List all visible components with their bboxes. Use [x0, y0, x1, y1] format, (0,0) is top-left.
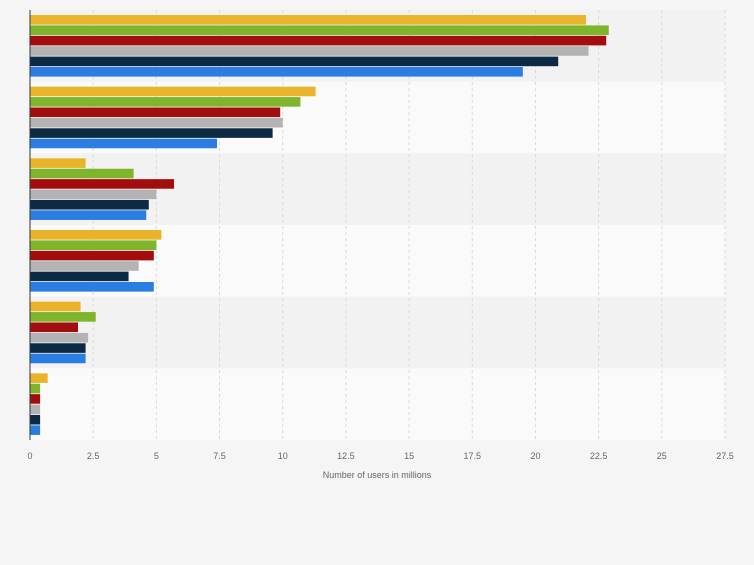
bar: [30, 312, 96, 322]
bar: [30, 179, 175, 189]
bar: [30, 97, 301, 107]
bar: [30, 383, 41, 394]
category-band: [30, 368, 725, 440]
category-bands: [30, 10, 725, 440]
x-axis-label: Number of users in millions: [323, 470, 432, 480]
bar: [30, 35, 607, 46]
bar: [30, 25, 609, 35]
bar: [30, 404, 41, 415]
x-tick-label: 2.5: [87, 451, 100, 461]
bar: [30, 138, 218, 149]
bar: [30, 271, 129, 282]
bars: [30, 15, 609, 435]
x-tick-label: 0: [27, 451, 32, 461]
bar: [30, 15, 586, 25]
bar: [30, 250, 154, 261]
bar: [30, 46, 589, 56]
bar: [30, 189, 157, 200]
x-tick-labels: 0 2.5 5 7.5 10 12.5 15 17.5 20 22.5 25 27.5: [27, 451, 733, 461]
bar: [30, 86, 316, 97]
bar: [30, 261, 139, 271]
bar: [30, 414, 41, 425]
bar: [30, 332, 89, 343]
bar: [30, 353, 86, 364]
x-tick-label: 12.5: [337, 451, 355, 461]
bar: [30, 158, 86, 168]
x-tick-label: 22.5: [590, 451, 608, 461]
bar: [30, 301, 81, 312]
x-tick-label: 15: [404, 451, 414, 461]
category-band: [30, 296, 725, 369]
bar: [30, 128, 273, 138]
bar: [30, 240, 157, 250]
bar: [30, 425, 41, 435]
bar: [30, 373, 48, 383]
x-tick-label: 17.5: [464, 451, 482, 461]
bar: [30, 322, 79, 333]
bar: [30, 168, 134, 179]
bar: [30, 67, 523, 77]
bar: [30, 117, 283, 128]
bar: [30, 210, 147, 220]
bar: [30, 230, 162, 240]
x-tick-label: 27.5: [716, 451, 734, 461]
bar: [30, 199, 149, 210]
x-tick-label: 5: [154, 451, 159, 461]
x-tick-label: 10: [278, 451, 288, 461]
bar: [30, 107, 281, 118]
x-tick-label: 20: [530, 451, 540, 461]
bar: [30, 282, 154, 292]
bar: [30, 394, 41, 404]
bar: [30, 56, 559, 67]
x-tick-label: 25: [657, 451, 667, 461]
x-tick-label: 7.5: [213, 451, 226, 461]
bar: [30, 343, 86, 353]
